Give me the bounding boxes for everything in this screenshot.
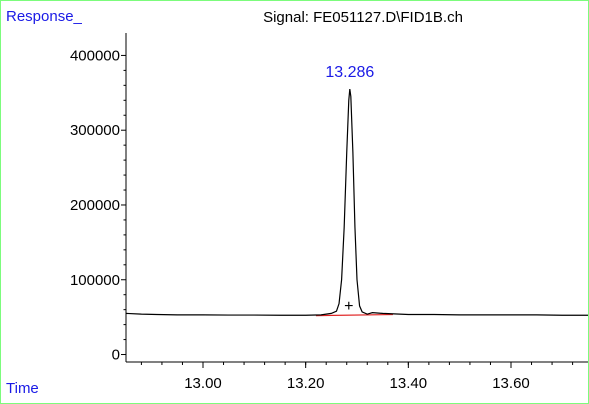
x-tick-label-0: 13.00 (184, 375, 222, 392)
y-ticks: 0 100000 200000 300000 400000 (70, 47, 126, 364)
signal-trace (125, 88, 588, 316)
markers: + (344, 298, 353, 315)
y-axis-label: Response_ (6, 8, 83, 25)
y-tick-label-2: 200000 (70, 197, 120, 214)
x-tick-label-1: 13.20 (287, 375, 325, 392)
annotations: 13.286 (325, 64, 374, 81)
integration-baseline (315, 313, 393, 317)
y-tick-label-1: 100000 (70, 272, 120, 289)
peak-label-0: 13.286 (325, 64, 374, 81)
x-ticks: 13.00 13.20 13.40 13.60 (140, 362, 574, 392)
chart-title: Signal: FE051127.D\FID1B.ch (263, 9, 463, 26)
y-tick-label-3: 300000 (70, 122, 120, 139)
peak-marker-0: + (344, 298, 353, 315)
y-tick-label-4: 400000 (70, 47, 120, 64)
x-axis-label: Time (6, 380, 39, 397)
y-tick-label-0: 0 (112, 347, 120, 364)
x-tick-label-2: 13.40 (390, 375, 428, 392)
x-tick-label-3: 13.60 (492, 375, 530, 392)
